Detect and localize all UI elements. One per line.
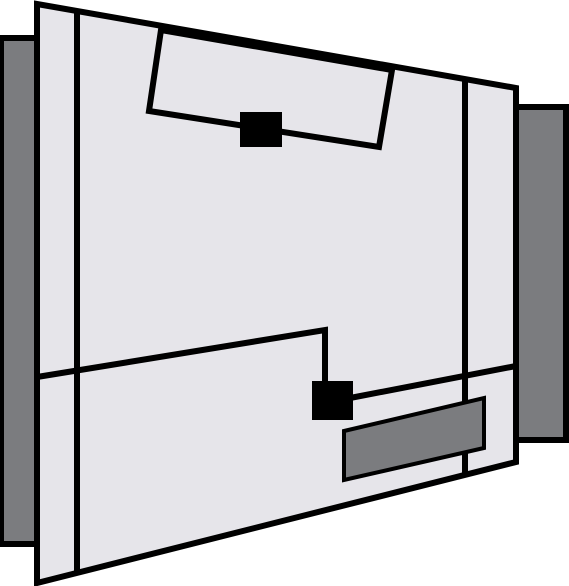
upper-connector-block <box>240 112 282 147</box>
left-side-plate <box>0 35 40 547</box>
upper-housing-frame <box>145 26 396 151</box>
lower-connector-line <box>349 363 517 401</box>
slot-panel <box>342 395 486 483</box>
main-body-panel <box>34 0 519 586</box>
lower-connector-block <box>312 381 353 420</box>
right-side-plate <box>513 104 569 443</box>
lower-panel-edge <box>36 326 328 386</box>
